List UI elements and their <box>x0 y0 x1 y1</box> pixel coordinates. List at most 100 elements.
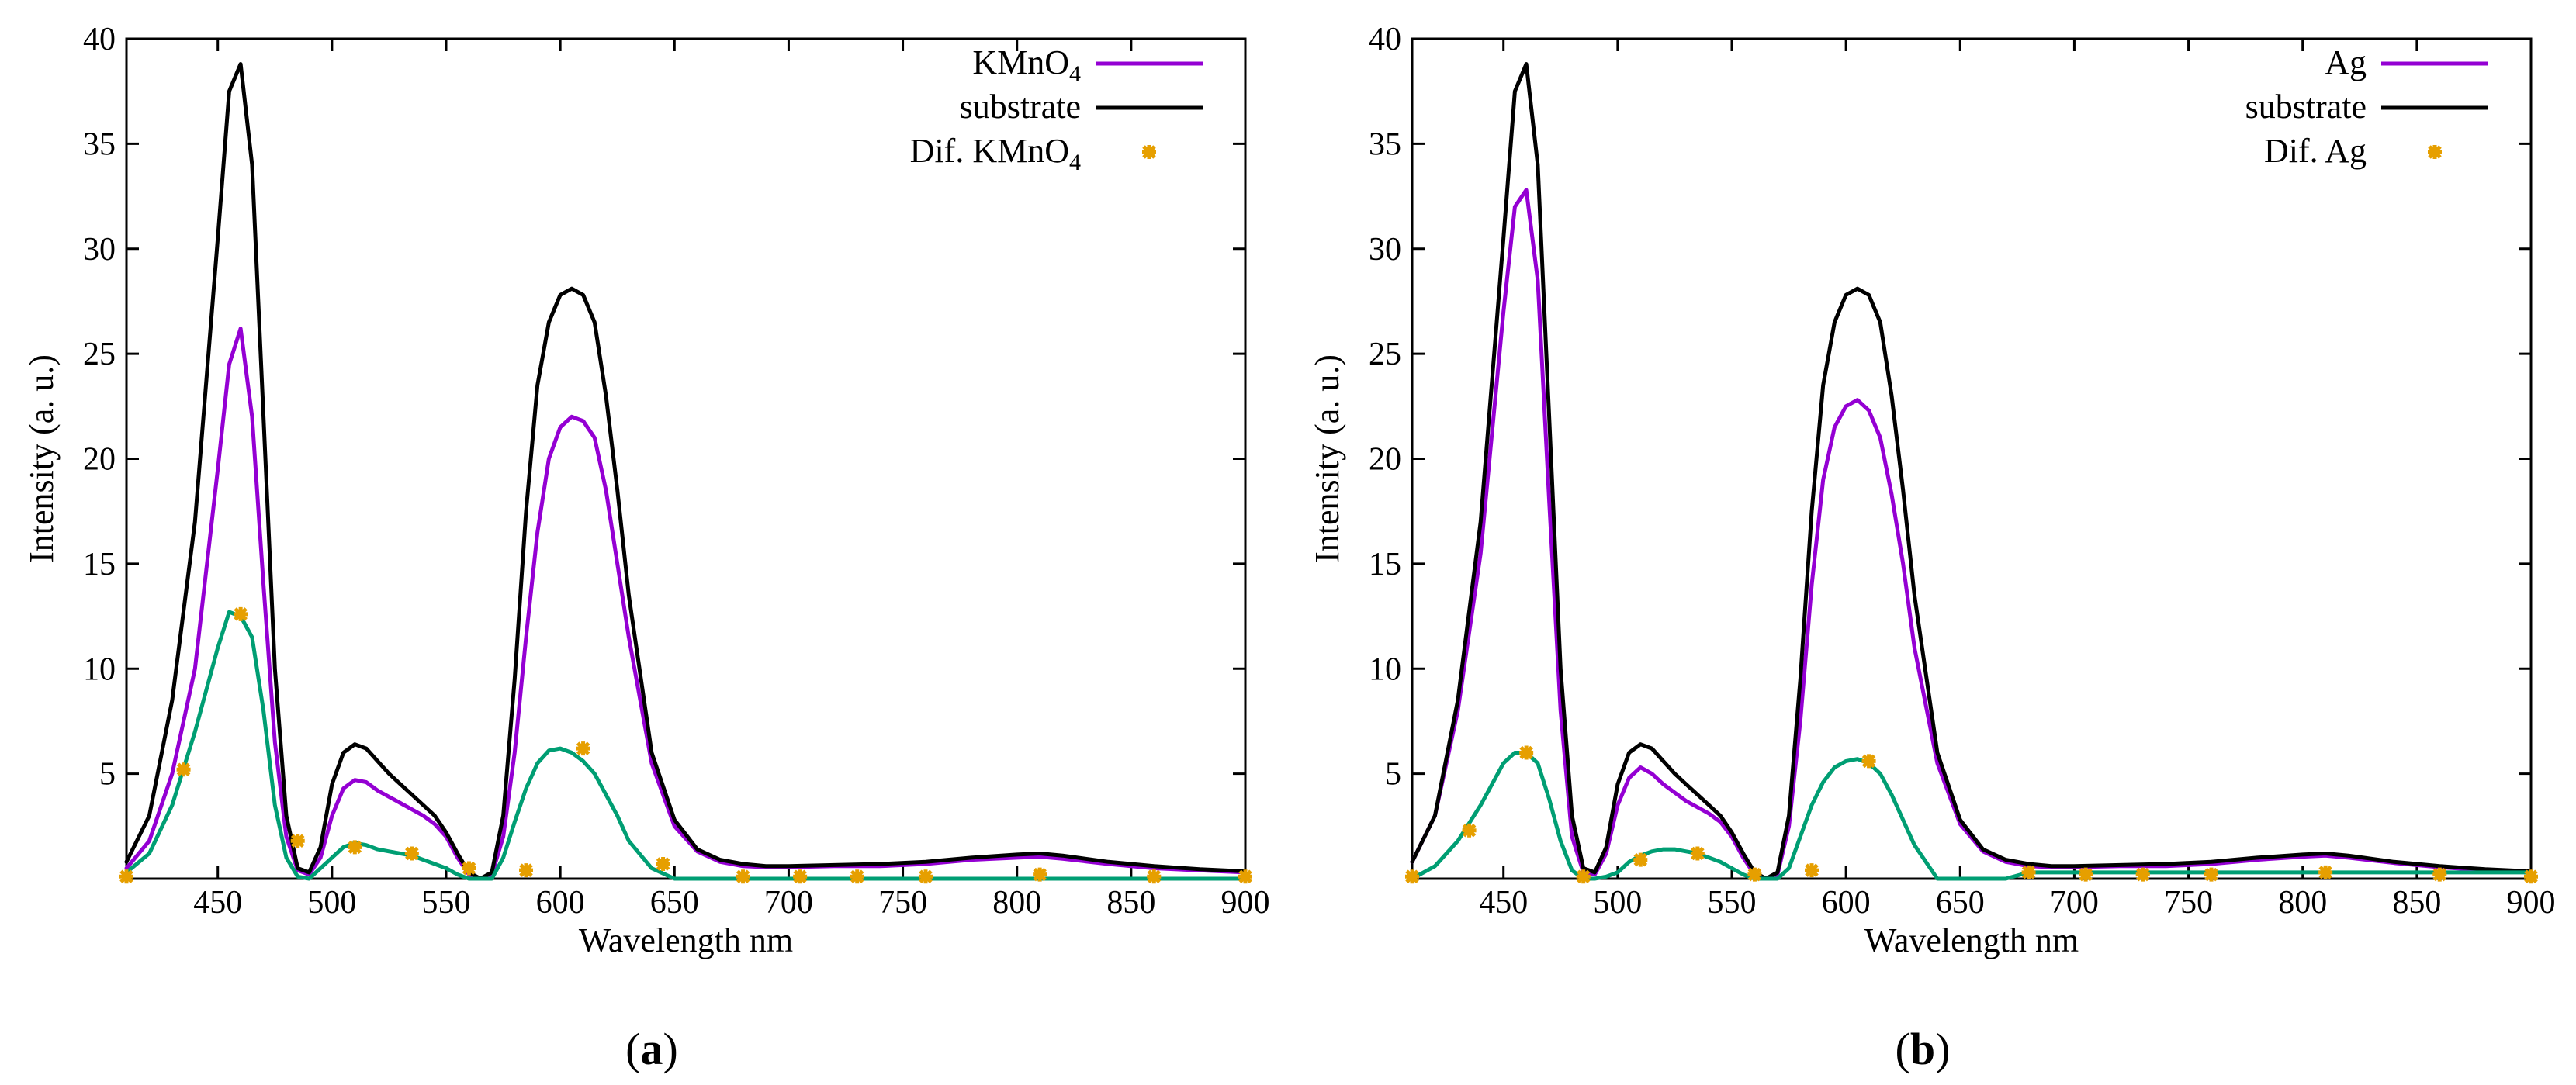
chart0-dif-marker-0 <box>119 869 133 884</box>
chart1-dif-marker-1 <box>1462 823 1477 838</box>
chart0-xtick-label-7: 800 <box>992 885 1041 921</box>
chart0-dif-marker-9 <box>656 857 670 872</box>
chart1-ytick-label-7: 40 <box>1369 22 1401 57</box>
chart0-legend-label-sub-2: 4 <box>1069 150 1081 175</box>
chart0-dif-marker-1 <box>176 762 191 777</box>
chart0-ytick-label-6: 35 <box>83 126 116 162</box>
chart1-ytick-label-5: 30 <box>1369 232 1401 268</box>
chart1-legend-label-1: substrate <box>2245 88 2367 126</box>
chart1-xtick-label-6: 750 <box>2164 885 2213 921</box>
chart0-panel-caption-open: ( <box>625 1024 640 1074</box>
chart1-dif-marker-11 <box>2135 867 2150 882</box>
chart1-dif-marker-4 <box>1633 852 1648 867</box>
chart1-xtick-label-9: 900 <box>2507 885 2556 921</box>
chart1-dif-marker-5 <box>1690 846 1705 861</box>
chart0-ytick-label-3: 20 <box>83 442 116 478</box>
chart1-xtick-label-2: 550 <box>1708 885 1757 921</box>
chart0-legend-label-sub-0: 4 <box>1069 61 1081 87</box>
chart0-xtick-label-9: 900 <box>1221 885 1270 921</box>
chart1-ytick-label-2: 15 <box>1369 547 1401 582</box>
chart0-dif-marker-14 <box>1033 867 1047 882</box>
chart1-xtick-label-8: 850 <box>2392 885 2441 921</box>
chart0-panel-caption-close: ) <box>663 1024 678 1074</box>
chart0-dif-marker-16 <box>1238 869 1252 884</box>
chart1-dif-marker-12 <box>2204 867 2218 882</box>
panel-b: 5 10 15 20 25 30 35 40 450 500 550 600 650 700 750 800 8… <box>1308 22 2556 1074</box>
chart1-dif-marker-13 <box>2318 865 2333 879</box>
chart1-dif-marker-2 <box>1519 745 1534 760</box>
chart1-legend-label-main-0: Ag <box>2325 43 2367 81</box>
chart0-dif-marker-10 <box>736 869 750 884</box>
chart0-panel-caption-letter: a <box>641 1024 663 1074</box>
chart0-dif-marker-11 <box>793 869 808 884</box>
chart0-xtick-label-4: 650 <box>650 885 699 921</box>
chart0-dif-marker-12 <box>850 869 864 884</box>
chart0-xtick-label-1: 500 <box>307 885 356 921</box>
chart0-legend-label-1: substrate <box>960 88 1081 126</box>
chart0-dif-marker-7 <box>519 863 533 878</box>
chart0-series-line-1 <box>124 62 1248 881</box>
chart0-ytick-label-5: 30 <box>83 232 116 268</box>
chart0-series-line-2 <box>124 610 1248 881</box>
chart0-ytick-label-4: 25 <box>83 337 116 372</box>
chart0-x-axis-title: Wavelength nm <box>579 921 793 959</box>
chart1-x-axis-title: Wavelength nm <box>1864 921 2079 959</box>
chart0-legend-label-0: KMnO4 <box>972 43 1081 87</box>
chart0-xtick-label-6: 750 <box>878 885 927 921</box>
chart0-legend-swatch-2 <box>1142 145 1156 159</box>
chart1-xtick-label-1: 500 <box>1593 885 1642 921</box>
chart0-ytick-label-7: 40 <box>83 22 116 57</box>
chart1-legend-label-main-1: substrate <box>2245 88 2367 126</box>
chart1-dif-marker-3 <box>1576 869 1591 884</box>
chart0-dif-marker-5 <box>404 846 419 861</box>
chart1-series-line-1 <box>1410 62 2533 881</box>
chart1-xtick-label-0: 450 <box>1479 885 1528 921</box>
chart0-xtick-label-5: 700 <box>764 885 813 921</box>
chart1-ytick-label-3: 20 <box>1369 442 1401 478</box>
chart1-panel-caption-close: ) <box>1935 1024 1950 1074</box>
chart1-xtick-label-4: 650 <box>1936 885 1985 921</box>
chart1-panel-caption: (b) <box>1896 1024 1951 1074</box>
chart0-dif-marker-8 <box>576 741 590 756</box>
chart0-ytick-label-1: 10 <box>83 651 116 687</box>
chart0-dif-marker-15 <box>1147 869 1162 884</box>
chart1-series-line-2 <box>1410 751 2533 881</box>
chart1-dif-marker-9 <box>2021 865 2036 879</box>
chart1-y-axis-title: Intensity (a. u.) <box>1308 354 1346 563</box>
chart0-y-axis-title: Intensity (a. u.) <box>23 354 61 563</box>
panel-a: 5 10 15 20 25 30 35 40 450 500 550 600 650 700 750 800 8… <box>23 22 1270 1074</box>
chart0-dif-marker-4 <box>348 840 362 855</box>
chart0-xtick-label-8: 850 <box>1106 885 1155 921</box>
chart1-dif-marker-7 <box>1805 863 1819 878</box>
chart1-panel-caption-open: ( <box>1896 1024 1910 1074</box>
chart1-ytick-label-4: 25 <box>1369 337 1401 372</box>
chart0-dif-marker-3 <box>290 834 305 848</box>
chart0-legend-label-main-1: substrate <box>960 88 1081 126</box>
chart1-dif-marker-10 <box>2079 867 2093 882</box>
chart1-ytick-label-0: 5 <box>1385 757 1401 793</box>
chart0-legend-label-2: Dif. KMnO4 <box>910 132 1081 175</box>
chart1-dif-marker-8 <box>1861 754 1876 769</box>
chart1-legend-label-2: Dif. Ag <box>2264 132 2367 170</box>
chart0-ytick-label-2: 15 <box>83 547 116 582</box>
chart0-legend-label-main-0: KMnO <box>972 43 1069 81</box>
chart1-dif-marker-6 <box>1747 867 1762 882</box>
chart1-dif-marker-15 <box>2524 869 2538 884</box>
chart1-ytick-label-6: 35 <box>1369 126 1401 162</box>
chart0-dif-marker-2 <box>234 606 248 621</box>
chart1-legend-label-main-2: Dif. Ag <box>2264 132 2367 170</box>
chart1-dif-marker-14 <box>2432 867 2447 882</box>
chart1-legend-label-0: Ag <box>2325 43 2367 81</box>
chart0-legend-label-main-2: Dif. KMnO <box>910 132 1069 170</box>
chart0-dif-marker-13 <box>919 869 933 884</box>
chart0-xtick-label-2: 550 <box>422 885 471 921</box>
chart1-xtick-label-7: 800 <box>2278 885 2327 921</box>
chart0-xtick-label-0: 450 <box>193 885 242 921</box>
chart0-xtick-label-3: 600 <box>536 885 585 921</box>
chart0-panel-caption: (a) <box>625 1024 678 1074</box>
chart1-panel-caption-letter: b <box>1910 1024 1935 1074</box>
chart1-xtick-label-5: 700 <box>2050 885 2099 921</box>
chart0-dif-marker-6 <box>462 861 476 876</box>
